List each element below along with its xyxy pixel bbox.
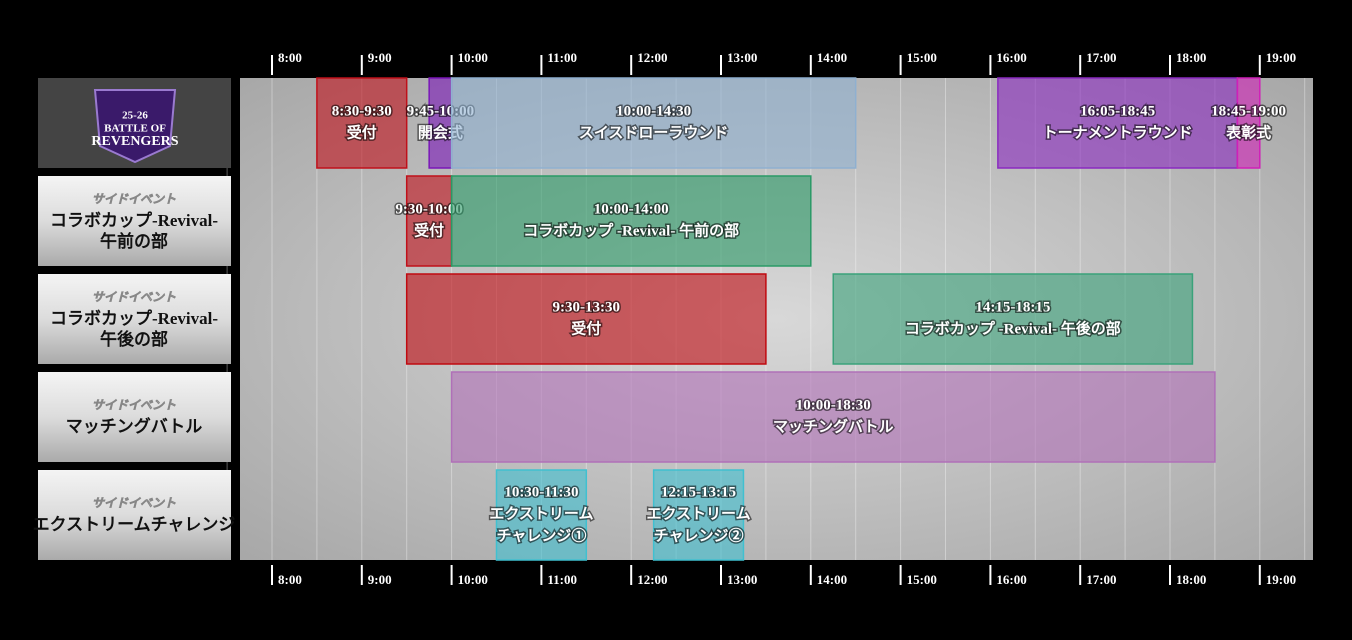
event-label: チャレンジ① (496, 526, 586, 544)
row-card (38, 274, 231, 364)
event-time: 9:30-13:30 (553, 299, 621, 315)
row-kicker: サイドイベント (92, 398, 176, 412)
time-label: 17:00 (1086, 50, 1116, 65)
event-time: 10:30-11:30 (504, 484, 578, 500)
row-card (38, 470, 231, 560)
event-label: 受付 (414, 221, 444, 239)
time-label: 13:00 (727, 50, 757, 65)
row-kicker: サイドイベント (92, 496, 176, 510)
row-title: マッチングバトル (66, 416, 203, 436)
event-time: 10:00-14:00 (594, 201, 669, 217)
row-card (38, 372, 231, 462)
event-block (450, 77, 857, 169)
time-label: 12:00 (637, 50, 667, 65)
event-label: スイスドローラウンド (579, 124, 729, 141)
row-kicker: サイドイベント (92, 192, 176, 206)
time-label: 12:00 (637, 572, 667, 587)
event-block (1236, 77, 1261, 169)
event-time: 18:45-19:00 (1211, 103, 1286, 119)
row-card (38, 176, 231, 266)
time-label: 14:00 (817, 50, 847, 65)
event-label: エクストリーム (646, 505, 750, 522)
row-title: コラボカップ-Revival- (50, 210, 218, 230)
time-label: 10:00 (458, 572, 488, 587)
event-block (316, 77, 408, 169)
event-label: トーナメントラウンド (1043, 124, 1193, 141)
event-label: 表彰式 (1226, 123, 1271, 141)
event-label: マッチングバトル (773, 417, 893, 435)
event-time: 10:00-14:30 (616, 103, 691, 119)
row-title: コラボカップ-Revival- (50, 308, 218, 328)
event-time: 14:15-18:15 (975, 299, 1050, 315)
event-block (832, 273, 1194, 365)
time-label: 11:00 (547, 50, 577, 65)
time-label: 11:00 (547, 572, 577, 587)
time-label: 16:00 (996, 50, 1026, 65)
row-kicker: サイドイベント (92, 290, 176, 304)
event-block (450, 175, 812, 267)
time-label: 8:00 (278, 572, 302, 587)
event-time: 8:30-9:30 (332, 103, 392, 119)
event-label: エクストリーム (489, 505, 593, 522)
event-block (652, 469, 745, 561)
event-time: 9:30-10:00 (395, 201, 463, 217)
event-label: 受付 (347, 123, 377, 141)
time-label: 8:00 (278, 50, 302, 65)
logo-shield (93, 89, 177, 164)
time-label: 14:00 (817, 572, 847, 587)
logo-text: BATTLE OF (104, 123, 166, 135)
time-label: 17:00 (1086, 572, 1116, 587)
event-block (495, 469, 588, 561)
event-time: 12:15-13:15 (661, 484, 736, 500)
time-label: 9:00 (368, 50, 392, 65)
time-label: 10:00 (458, 50, 488, 65)
event-block (405, 273, 767, 365)
event-block (405, 175, 453, 267)
row-title: エクストリームチャレンジ (33, 515, 236, 534)
event-label: コラボカップ -Revival- 午後の部 (905, 319, 1121, 337)
time-label: 16:00 (996, 572, 1026, 587)
time-label: 18:00 (1176, 572, 1206, 587)
event-label: コラボカップ -Revival- 午前の部 (523, 221, 739, 239)
logo-text: 25-26 (122, 110, 148, 122)
event-label: チャレンジ② (654, 526, 744, 544)
time-label: 15:00 (907, 50, 937, 65)
row-title: 午前の部 (100, 231, 168, 251)
event-block (997, 77, 1239, 169)
event-time: 16:05-18:45 (1080, 103, 1155, 119)
logo-text: REVENGERS (91, 134, 178, 149)
time-label: 15:00 (907, 572, 937, 587)
time-label: 13:00 (727, 572, 757, 587)
event-block (428, 77, 453, 169)
time-label: 18:00 (1176, 50, 1206, 65)
row-title: 午後の部 (100, 329, 168, 349)
event-block (450, 371, 1216, 463)
time-label: 9:00 (368, 572, 392, 587)
time-label: 19:00 (1266, 572, 1296, 587)
event-label: 受付 (571, 319, 601, 337)
event-time: 10:00-18:30 (796, 397, 871, 413)
time-label: 19:00 (1266, 50, 1296, 65)
